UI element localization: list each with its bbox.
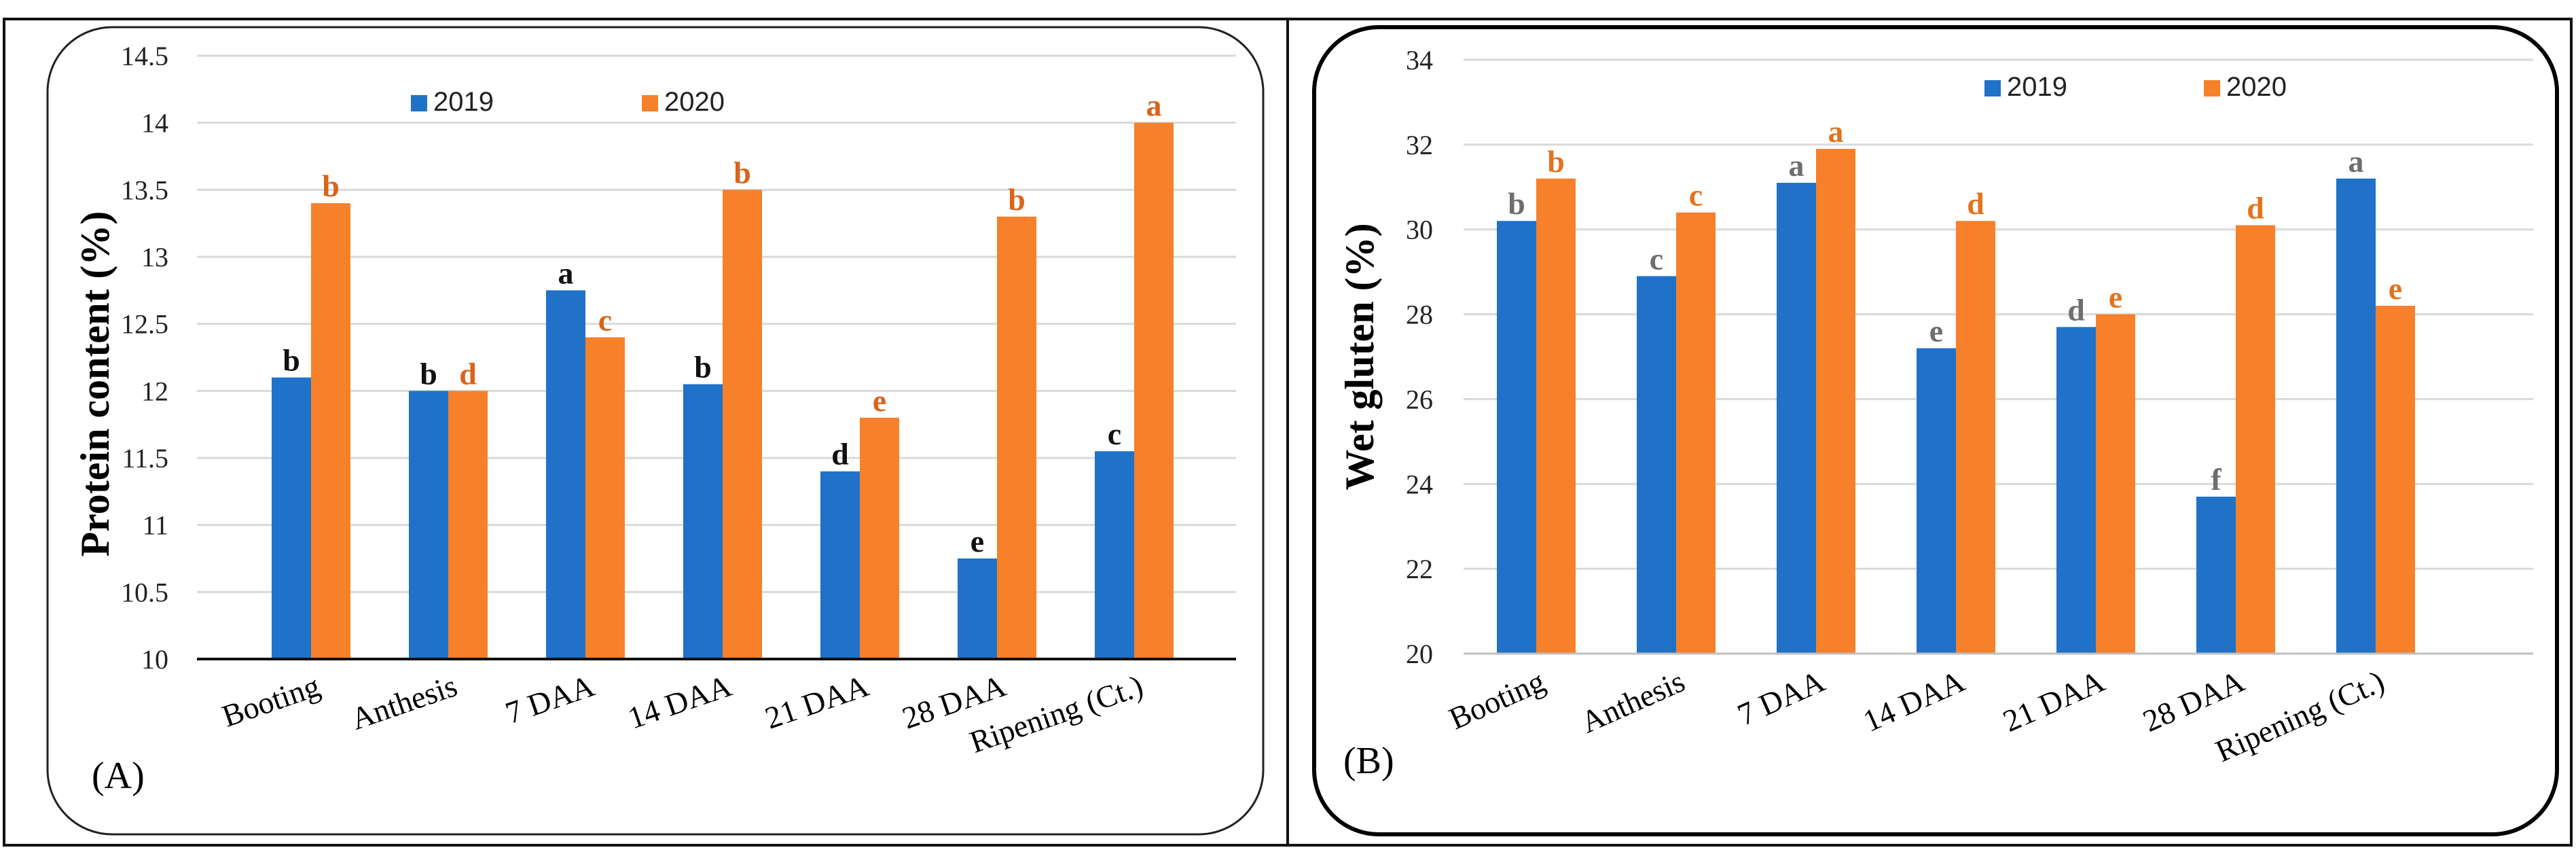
panel-b-bar-2020-3 (1956, 221, 1995, 654)
panel-b-sig-label-2020-0: b (1547, 144, 1565, 179)
panel-b-legend: 2019 2020 (1984, 72, 2287, 102)
legend-swatch-2019 (411, 95, 427, 111)
legend-swatch-2020 (642, 95, 658, 111)
panel-a-sig-label-2019-5: e (970, 524, 984, 558)
panel-a-bar-2020-6 (1134, 122, 1174, 659)
panel-b-bar-2019-2 (1777, 183, 1816, 654)
panel-b-y-tick-label: 20 (1406, 639, 1433, 669)
panel-a-bar-2020-1 (448, 391, 488, 659)
panel-a-sig-label-2019-6: c (1108, 416, 1121, 451)
panel-a-sig-label-2020-3: b (733, 155, 751, 190)
panel-a-y-tick-label: 12 (141, 376, 168, 406)
panel-b-sig-label-2020-6: e (2389, 271, 2402, 306)
panel-b-y-tick-label: 30 (1406, 215, 1433, 245)
legend-swatch-2019 (1984, 80, 2001, 96)
panel-a-bar-2019-3 (683, 384, 723, 659)
panel-a-sig-label-2020-0: b (322, 168, 340, 203)
panel-a-y-tick-label: 13 (141, 242, 168, 272)
panel-b-y-tick-label: 34 (1406, 45, 1433, 75)
panel-a-sig-label-2019-0: b (283, 343, 300, 378)
panel-a-y-tick-labels: 10 10.5 11 11.5 12 12.5 13 13.5 14 14.5 (121, 41, 168, 675)
panel-a-label: (A) (92, 755, 145, 797)
panel-a-y-tick-label: 14 (141, 108, 168, 139)
panel-b-sig-label-2020-2: a (1828, 114, 1844, 149)
panel-a-bar-2019-2 (546, 290, 585, 659)
panel-a-bar-2020-3 (723, 190, 762, 659)
panel-a-sig-label-2019-1: b (420, 356, 437, 391)
panel-b-y-tick-label: 24 (1406, 469, 1433, 499)
panel-b-bar-2019-3 (1917, 348, 1956, 654)
panel-a-sig-label-2020-5: b (1008, 182, 1026, 217)
panel-b-bar-2020-5 (2236, 225, 2275, 654)
panel-b-sig-label-2019-2: a (1789, 148, 1804, 183)
panel-b-sig-label-2020-3: d (1967, 186, 1984, 221)
panel-a-sig-label-2019-4: d (831, 437, 849, 472)
panel-a-y-tick-label: 10 (141, 644, 168, 675)
panel-b-y-tick-label: 22 (1406, 554, 1433, 584)
panel-a-sig-label-2019-3: b (694, 349, 712, 384)
panel-a-y-tick-label: 10.5 (121, 577, 168, 607)
panel-b-bar-2020-2 (1816, 149, 1855, 654)
panel-a-bar-2019-1 (409, 391, 448, 659)
panel-b-bar-2020-1 (1676, 212, 1716, 654)
panel-b-sig-label-2019-6: a (2348, 144, 2364, 179)
panel-a-bar-2020-0 (311, 203, 350, 660)
panel-a-bar-2019-5 (958, 558, 997, 659)
panel-a-legend: 2019 2020 (411, 87, 725, 117)
panel-a-y-tick-label: 12.5 (121, 309, 168, 340)
panel-a-sig-label-2020-6: a (1146, 88, 1162, 123)
legend-label-2019: 2019 (2007, 72, 2067, 102)
panel-b-bar-2020-6 (2376, 306, 2415, 654)
panel-b-rounded-frame (1312, 25, 2559, 836)
panel-b-bars (1497, 149, 2415, 654)
panel-a-bar-2020-5 (997, 216, 1036, 659)
legend-label-2020: 2020 (2226, 72, 2287, 102)
panel-b-bar-2019-6 (2336, 178, 2376, 654)
panel-b-label: (B) (1343, 740, 1394, 782)
panel-a-sig-label-2020-1: d (459, 356, 477, 391)
panel-a-y-tick-label: 13.5 (121, 175, 168, 205)
panel-a-bar-2019-4 (820, 471, 860, 659)
panel-a-bar-2019-6 (1095, 451, 1134, 659)
panel-a-bars (272, 122, 1174, 660)
legend-label-2020: 2020 (664, 87, 725, 117)
panel-b-bar-2020-0 (1536, 178, 1576, 654)
panel-a-sig-label-2020-2: c (598, 302, 612, 337)
panel-b-sig-label-2019-4: d (2067, 292, 2085, 327)
panel-b-bar-2019-1 (1637, 276, 1676, 654)
panel-b-y-axis-title: Wet gluten (%) (1337, 223, 1382, 490)
panel-b-y-tick-label: 32 (1406, 130, 1433, 160)
panel-a-y-tick-label: 11 (142, 510, 168, 541)
panel-a-bar-2020-2 (585, 337, 625, 659)
panel-b-y-tick-labels: 20 22 24 26 28 30 32 34 (1406, 45, 1433, 669)
panel-a-sig-label-2020-4: e (873, 383, 886, 418)
panel-a-rounded-frame (46, 26, 1265, 836)
panel-b-y-tick-label: 28 (1406, 300, 1433, 330)
panel-b-sig-label-2019-3: e (1929, 314, 1943, 349)
panel-b-sig-label-2020-1: c (1689, 178, 1703, 213)
panel-b-y-tick-label: 26 (1406, 384, 1433, 414)
panel-b-bar-2019-0 (1497, 221, 1536, 654)
panel-a-y-tick-label: 11.5 (122, 443, 168, 474)
panel-a-sig-label-2019-2: a (558, 255, 574, 290)
panel-a-y-axis-title: Protein content (%) (73, 211, 117, 557)
panel-b-sig-label-2020-5: d (2247, 190, 2264, 225)
panel-a-y-tick-label: 14.5 (121, 41, 168, 71)
panel-a-bar-2019-0 (272, 377, 311, 659)
panel-b-bar-2019-4 (2056, 327, 2096, 654)
panel-b-sig-label-2019-5: f (2211, 462, 2221, 497)
panel-b-sig-label-2020-4: e (2109, 280, 2122, 315)
panel-a-bar-2020-4 (860, 417, 899, 659)
panel-b-sig-label-2019-0: b (1508, 186, 1525, 221)
legend-label-2019: 2019 (433, 87, 494, 117)
legend-swatch-2020 (2204, 80, 2220, 96)
panel-b-bar-2020-4 (2096, 314, 2135, 654)
panel-b-sig-label-2019-1: c (1650, 241, 1663, 276)
panel-b-bar-2019-5 (2196, 497, 2236, 654)
